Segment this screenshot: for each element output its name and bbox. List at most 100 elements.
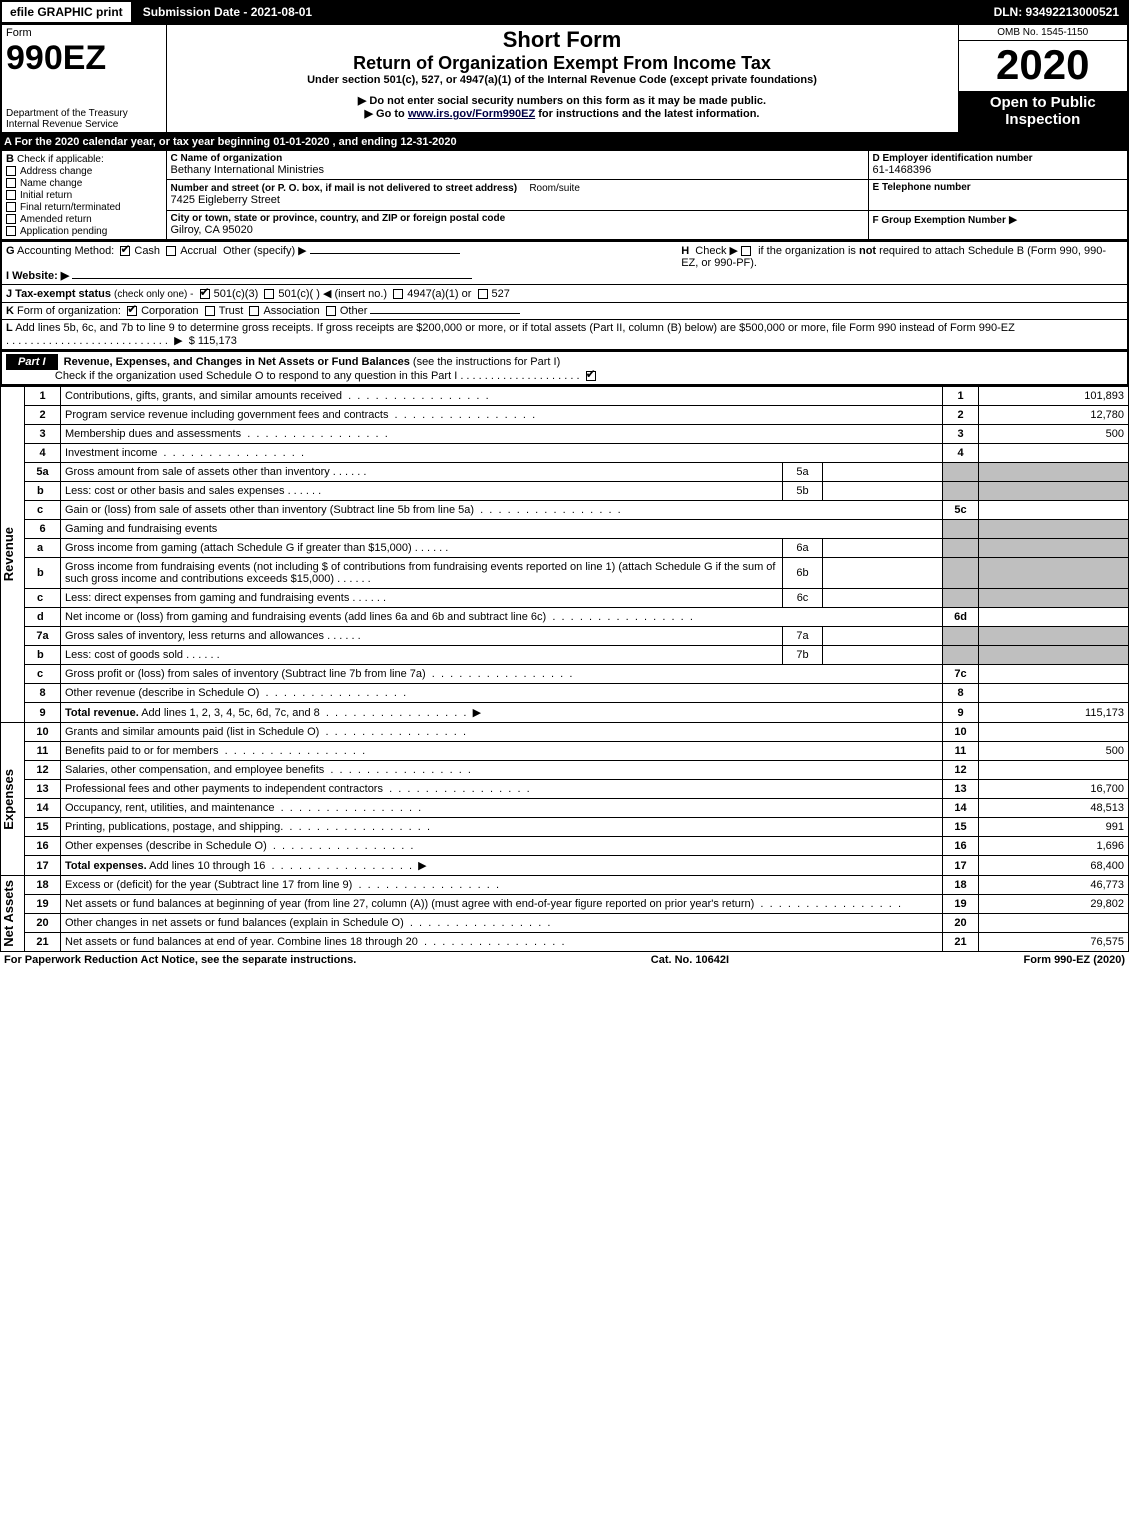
line-desc: Excess or (deficit) for the year (Subtra…: [61, 876, 943, 895]
box-b-checkbox[interactable]: [6, 214, 16, 224]
box-b-item-label: Name change: [20, 178, 82, 189]
line-row: cLess: direct expenses from gaming and f…: [1, 589, 1129, 608]
right-line-number: 17: [943, 856, 979, 876]
j-4947-cb[interactable]: [393, 289, 403, 299]
return-title: Return of Organization Exempt From Incom…: [171, 53, 954, 74]
line-value: 16,700: [979, 780, 1129, 799]
line-value: 48,513: [979, 799, 1129, 818]
line-number: a: [25, 539, 61, 558]
box-b-checkbox[interactable]: [6, 166, 16, 176]
footer-mid: Cat. No. 10642I: [651, 954, 729, 966]
footer-left: For Paperwork Reduction Act Notice, see …: [4, 954, 356, 966]
line-desc: Gross profit or (loss) from sales of inv…: [61, 665, 943, 684]
j-501c3-cb[interactable]: [200, 289, 210, 299]
line-desc: Less: cost or other basis and sales expe…: [61, 482, 783, 501]
line-row: 5aGross amount from sale of assets other…: [1, 463, 1129, 482]
tax-year: 2020: [959, 41, 1128, 89]
mid-label: 6b: [783, 558, 823, 589]
box-b-items: Address changeName changeInitial returnF…: [6, 165, 162, 237]
j-note: (check only one) -: [114, 289, 193, 300]
line-row: dNet income or (loss) from gaming and fu…: [1, 608, 1129, 627]
tax-period: A For the 2020 calendar year, or tax yea…: [0, 134, 1129, 150]
line-number: c: [25, 589, 61, 608]
section-label-netassets: Net Assets: [1, 876, 16, 951]
line-value: [979, 444, 1129, 463]
line-number: 13: [25, 780, 61, 799]
mid-label: 6c: [783, 589, 823, 608]
box-b-checkbox[interactable]: [6, 190, 16, 200]
line-desc: Gaming and fundraising events: [61, 520, 943, 539]
h-checkbox[interactable]: [741, 246, 751, 256]
efile-print-label[interactable]: efile GRAPHIC print: [2, 2, 131, 22]
line-number: 5a: [25, 463, 61, 482]
line-desc: Gross income from gaming (attach Schedul…: [61, 539, 783, 558]
accrual-label: Accrual: [180, 245, 217, 257]
line-desc: Net income or (loss) from gaming and fun…: [61, 608, 943, 627]
mid-value: [823, 463, 943, 482]
part1-check-text: Check if the organization used Schedule …: [55, 370, 457, 382]
h-mid: if the organization is: [758, 245, 859, 257]
line-number: 18: [25, 876, 61, 895]
line-desc: Net assets or fund balances at end of ye…: [61, 933, 943, 952]
line-number: b: [25, 482, 61, 501]
right-line-number: 12: [943, 761, 979, 780]
section-label-expenses: Expenses: [1, 765, 16, 834]
line-desc: Printing, publications, postage, and shi…: [61, 818, 943, 837]
part1-label: Part I: [6, 354, 58, 370]
line-row: 9Total revenue. Add lines 1, 2, 3, 4, 5c…: [1, 703, 1129, 723]
line-value: [979, 914, 1129, 933]
mid-label: 7a: [783, 627, 823, 646]
right-line-number: 16: [943, 837, 979, 856]
line-number: 12: [25, 761, 61, 780]
ein-value: 61-1468396: [873, 164, 1124, 176]
mid-label: 5a: [783, 463, 823, 482]
cash-checkbox[interactable]: [120, 246, 130, 256]
accrual-checkbox[interactable]: [166, 246, 176, 256]
box-b-checkbox[interactable]: [6, 178, 16, 188]
part1-lines: Revenue1Contributions, gifts, grants, an…: [0, 386, 1129, 952]
box-b-checkbox[interactable]: [6, 226, 16, 236]
line-row: cGain or (loss) from sale of assets othe…: [1, 501, 1129, 520]
k-text: Form of organization:: [17, 305, 121, 317]
omb-number: OMB No. 1545-1150: [959, 25, 1128, 41]
k-assoc: Association: [263, 305, 319, 317]
line-row: 13Professional fees and other payments t…: [1, 780, 1129, 799]
header-table: Form 990EZ Department of the Treasury In…: [0, 24, 1129, 134]
box-b-item: Address change: [6, 165, 162, 177]
note2-pre: ▶ Go to: [365, 108, 408, 120]
k-trust-cb[interactable]: [205, 306, 215, 316]
short-form-title: Short Form: [171, 27, 954, 53]
line-desc: Membership dues and assessments . . . . …: [61, 425, 943, 444]
line-desc: Program service revenue including govern…: [61, 406, 943, 425]
line-desc: Total revenue. Add lines 1, 2, 3, 4, 5c,…: [61, 703, 943, 723]
line-row: Expenses10Grants and similar amounts pai…: [1, 723, 1129, 742]
k-corp-cb[interactable]: [127, 306, 137, 316]
line-value: 29,802: [979, 895, 1129, 914]
j-527-cb[interactable]: [478, 289, 488, 299]
line-number: 19: [25, 895, 61, 914]
line-desc: Less: cost of goods sold . . . . . .: [61, 646, 783, 665]
c-name-label: C Name of organization: [171, 153, 864, 164]
right-line-number: 20: [943, 914, 979, 933]
k-other: Other: [340, 305, 368, 317]
box-b-item-label: Address change: [20, 166, 92, 177]
line-row: 20Other changes in net assets or fund ba…: [1, 914, 1129, 933]
ghijkl-block: G Accounting Method: Cash Accrual Other …: [0, 241, 1129, 351]
dept-treasury: Department of the Treasury: [6, 108, 162, 119]
e-phone-label: E Telephone number: [873, 182, 1124, 193]
line-value: 101,893: [979, 387, 1129, 406]
irs-link[interactable]: www.irs.gov/Form990EZ: [408, 108, 535, 120]
box-b-checkbox[interactable]: [6, 202, 16, 212]
line-desc: Other changes in net assets or fund bala…: [61, 914, 943, 933]
line-value: 76,575: [979, 933, 1129, 952]
k-other-cb[interactable]: [326, 306, 336, 316]
h-not: not: [859, 245, 876, 257]
line-row: Net Assets18Excess or (deficit) for the …: [1, 876, 1129, 895]
period-text: For the 2020 calendar year, or tax year …: [15, 136, 457, 148]
j-501c3: 501(c)(3): [214, 288, 259, 300]
part1-checkbox[interactable]: [586, 371, 596, 381]
form-number: 990EZ: [6, 39, 162, 78]
line-number: 2: [25, 406, 61, 425]
j-501c-cb[interactable]: [264, 289, 274, 299]
k-assoc-cb[interactable]: [249, 306, 259, 316]
